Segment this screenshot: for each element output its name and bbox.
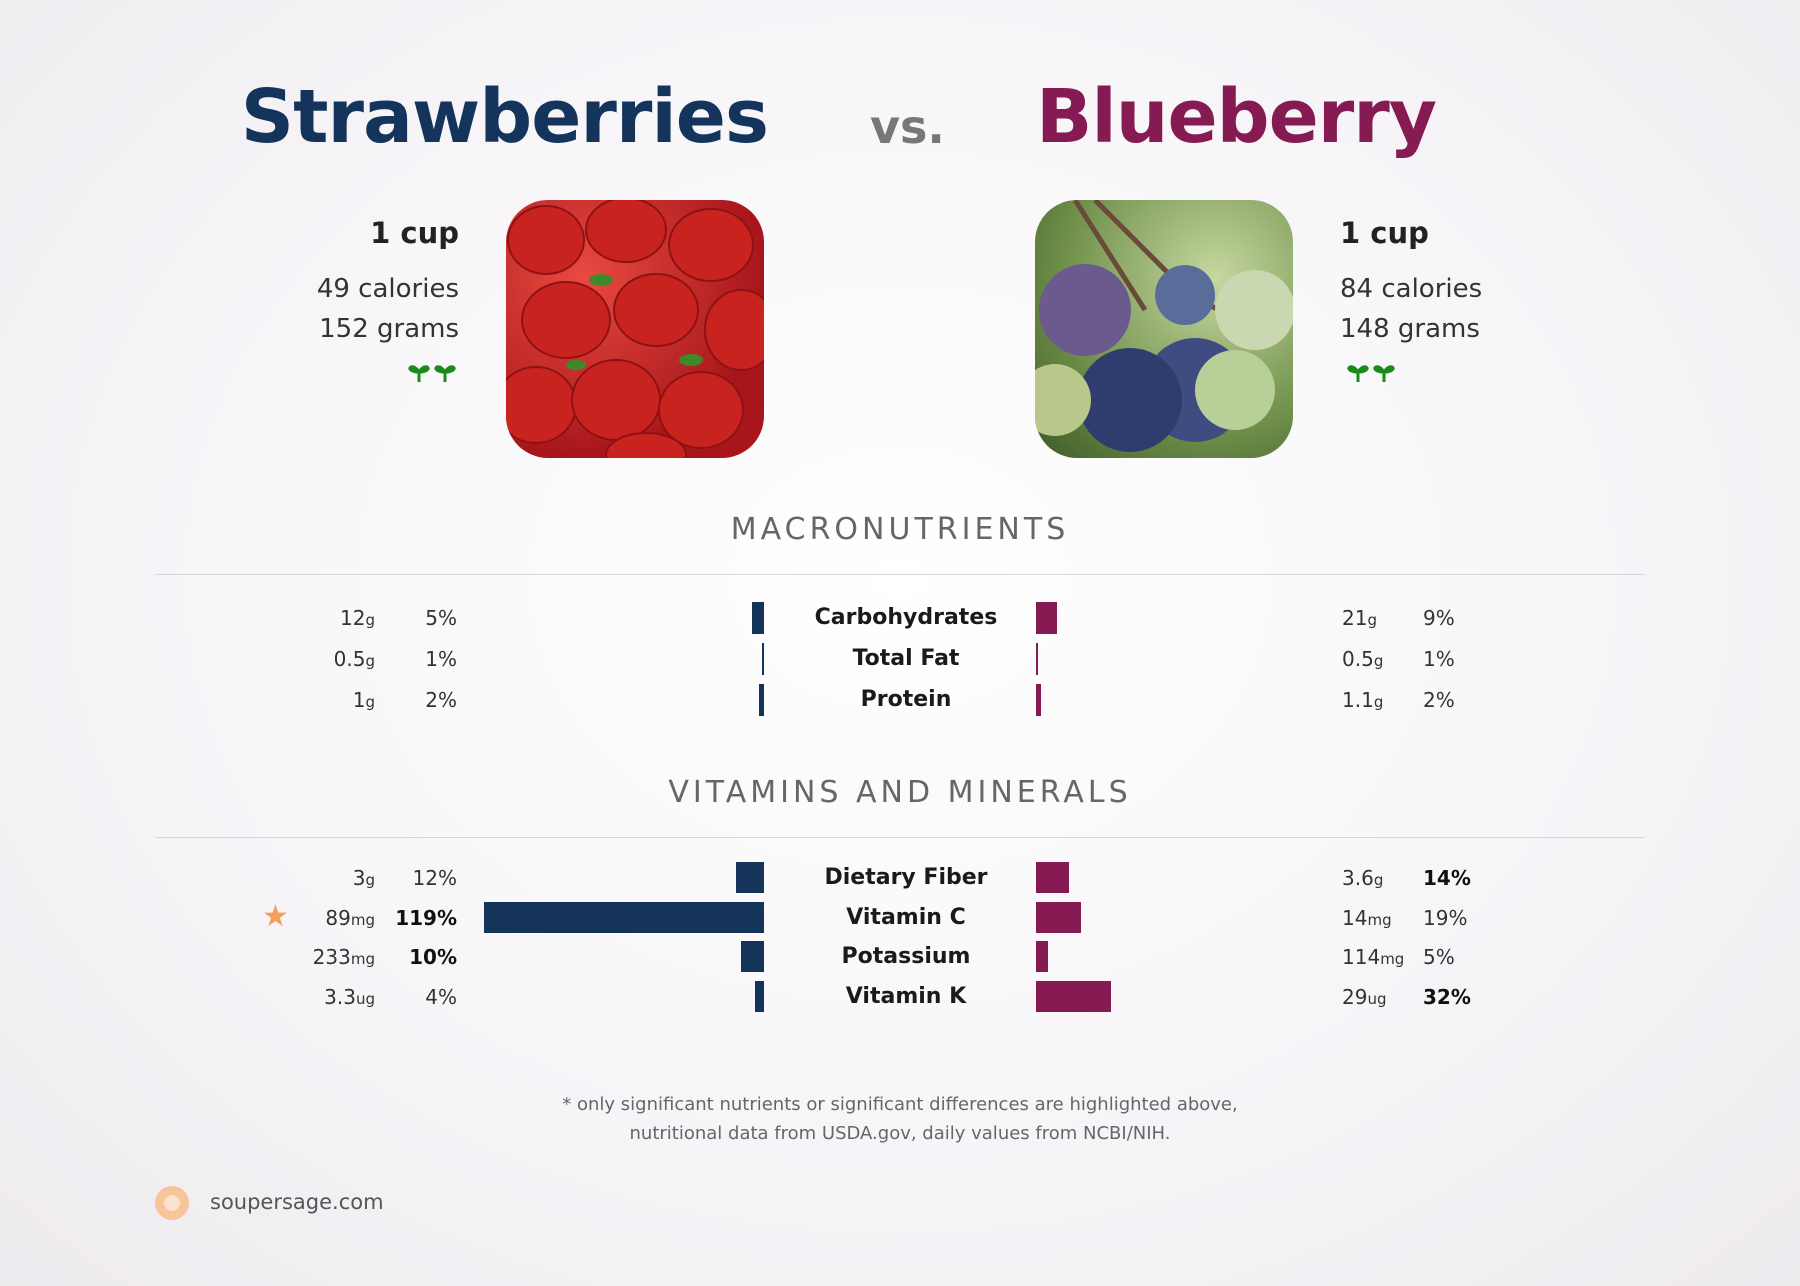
unit-label: g	[1367, 611, 1377, 629]
unit-label: g	[365, 693, 375, 711]
sprout-icon	[408, 360, 458, 390]
left-bar	[735, 862, 764, 893]
right-amount: 21g	[1342, 606, 1377, 630]
nutrient-name: Protein	[860, 687, 952, 712]
nutrient-name: Vitamin K	[845, 983, 967, 1009]
right-percent: 32%	[1423, 984, 1471, 1009]
left-percent: 4%	[425, 984, 457, 1009]
right-grams: 148 grams	[1340, 314, 1480, 344]
right-percent: 19%	[1423, 905, 1468, 930]
divider	[155, 574, 1645, 575]
unit-label: g	[1373, 693, 1384, 711]
left-amount: 3g	[352, 866, 375, 890]
right-percent: 2%	[1423, 688, 1455, 712]
left-bar	[740, 941, 764, 972]
right-amount: 114mg	[1342, 945, 1405, 969]
chart-row: 233mg 10% Potassium 114mg 5%	[0, 941, 1800, 972]
title-right-food: Blueberry	[1036, 74, 1437, 160]
logo-inner	[164, 1195, 180, 1211]
right-bar	[1036, 862, 1069, 893]
right-bar	[1036, 643, 1039, 675]
left-percent: 2%	[425, 688, 457, 712]
vs-label: vs.	[870, 100, 945, 154]
unit-label: g	[1373, 652, 1384, 670]
right-bar	[1036, 941, 1048, 972]
left-amount: 12g	[340, 606, 375, 630]
right-bar	[1036, 980, 1112, 1012]
chart-row: 1g 2% Protein 1.1g 2%	[0, 684, 1800, 716]
nutrient-name: Carbohydrates	[814, 605, 998, 630]
left-amount: 0.5g	[333, 647, 375, 671]
divider	[155, 837, 1645, 838]
nutrient-name: Total Fat	[852, 646, 960, 671]
left-portion: 1 cup	[370, 216, 459, 250]
right-percent: 1%	[1423, 647, 1455, 671]
footnote-line-1: * only significant nutrients or signific…	[562, 1094, 1238, 1115]
footnote: * only significant nutrients or signific…	[0, 1090, 1800, 1148]
left-bar	[484, 901, 764, 933]
unit-label: mg	[350, 950, 375, 968]
right-amount: 1.1g	[1342, 688, 1384, 712]
left-bar	[754, 980, 764, 1012]
unit-label: ug	[1367, 989, 1387, 1008]
right-amount: 3.6g	[1342, 866, 1384, 890]
chart-row: 12g 5% Carbohydrates 21g 9%	[0, 602, 1800, 634]
left-amount: 1g	[352, 688, 375, 712]
left-percent: 12%	[412, 866, 457, 890]
unit-label: g	[365, 652, 375, 670]
unit-label: ug	[355, 989, 375, 1008]
unit-label: mg	[1380, 950, 1405, 968]
chart-row: 3g 12% Dietary Fiber 3.6g 14%	[0, 862, 1800, 893]
unit-label: g	[365, 611, 375, 629]
right-percent: 5%	[1423, 945, 1455, 969]
right-amount: 0.5g	[1342, 647, 1384, 671]
left-amount: 89mg	[325, 905, 375, 930]
footnote-line-2: nutritional data from USDA.gov, daily va…	[629, 1123, 1171, 1144]
macronutrients-heading: MACRONUTRIENTS	[730, 512, 1070, 547]
left-amount: 233mg	[312, 945, 375, 969]
nutrient-name: Vitamin C	[846, 904, 966, 930]
title-left-food: Strawberries	[240, 74, 769, 160]
star-icon: ★	[262, 898, 289, 934]
right-amount: 29ug	[1342, 984, 1387, 1009]
unit-label: g	[365, 871, 375, 889]
unit-label: mg	[1367, 910, 1392, 929]
nutrient-name: Potassium	[841, 944, 971, 969]
left-percent: 119%	[395, 905, 457, 930]
right-calories: 84 calories	[1340, 274, 1483, 304]
left-percent: 5%	[425, 606, 457, 630]
sprout-icon	[1347, 360, 1397, 390]
left-bar	[752, 602, 764, 634]
chart-row: 3.3ug 4% Vitamin K 29ug 32%	[0, 980, 1800, 1012]
right-bar	[1036, 901, 1081, 933]
nutrient-name: Dietary Fiber	[824, 865, 988, 890]
site-link[interactable]: soupersage.com	[210, 1190, 384, 1214]
left-percent: 10%	[409, 945, 457, 969]
unit-label: g	[1373, 871, 1384, 889]
left-grams: 152 grams	[319, 314, 459, 344]
left-percent: 1%	[425, 647, 457, 671]
right-percent: 9%	[1423, 606, 1455, 630]
left-calories: 49 calories	[316, 274, 459, 304]
chart-row: 0.5g 1% Total Fat 0.5g 1%	[0, 643, 1800, 675]
right-amount: 14mg	[1342, 905, 1392, 930]
left-bar	[759, 684, 764, 716]
vitamins-heading: VITAMINS AND MINERALS	[668, 775, 1132, 810]
unit-label: mg	[350, 910, 375, 929]
right-bar	[1036, 602, 1058, 634]
right-bar	[1036, 684, 1041, 716]
blueberries-photo	[1035, 200, 1293, 458]
strawberries-photo	[506, 200, 764, 458]
left-bar	[761, 643, 764, 675]
left-amount: 3.3ug	[324, 984, 375, 1009]
chart-row: 89mg 119% ★ Vitamin C 14mg 19%	[0, 898, 1800, 934]
right-portion: 1 cup	[1340, 216, 1429, 250]
right-percent: 14%	[1423, 866, 1471, 890]
